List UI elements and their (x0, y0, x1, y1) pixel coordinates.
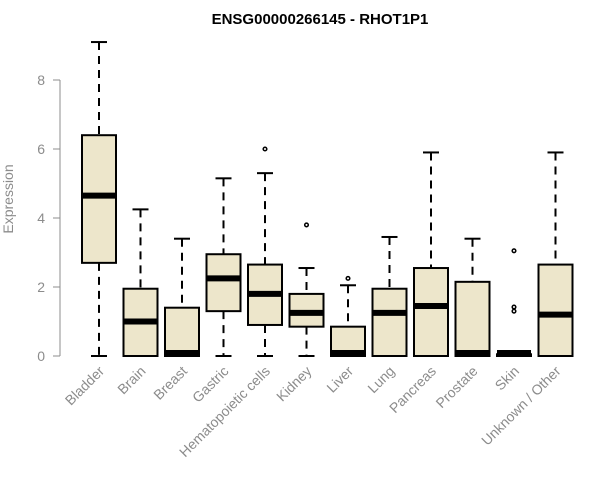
x-tick-label: Liver (323, 363, 356, 396)
box-liver (330, 275, 366, 357)
box-unknown-other (537, 151, 574, 358)
x-tick-label: Lung (364, 363, 397, 396)
box-iqr (413, 267, 449, 357)
box-iqr (164, 306, 200, 358)
outlier-point (262, 146, 268, 152)
box-iqr (205, 253, 242, 313)
y-axis: 0 2 4 6 8 (37, 72, 61, 364)
box-iqr (454, 280, 491, 358)
y-tick-label: 0 (37, 348, 45, 364)
outlier-point (511, 248, 517, 254)
outlier-point (511, 308, 517, 314)
x-tick-label: Unknown / Other (478, 363, 564, 449)
box-bladder (81, 41, 117, 357)
outlier-point (511, 304, 517, 310)
x-tick-label: Kidney (273, 363, 315, 405)
box-series (81, 41, 574, 358)
y-tick-label: 2 (37, 279, 45, 295)
outlier-point (345, 275, 351, 281)
y-tick-label: 4 (37, 210, 45, 226)
box-prostate (454, 237, 491, 358)
x-tick-label: Prostate (432, 363, 480, 411)
box-iqr (371, 287, 408, 358)
y-tick-label: 6 (37, 141, 45, 157)
x-tick-label: Bladder (62, 363, 108, 409)
box-hematopoietic-cells (247, 146, 283, 357)
x-tick-label: Breast (150, 363, 190, 403)
box-kidney (288, 222, 325, 357)
y-axis-label: Expression (0, 164, 16, 233)
box-iqr (81, 134, 117, 264)
y-tick-label: 8 (37, 72, 45, 88)
box-lung (371, 235, 408, 358)
box-iqr (537, 263, 574, 358)
x-tick-label: Brain (114, 363, 148, 397)
x-tick-label: Skin (492, 363, 523, 394)
outlier-point (303, 222, 310, 228)
box-breast (164, 237, 200, 358)
chart-title: ENSG00000266145 - RHOT1P1 (212, 11, 429, 28)
box-gastric (205, 177, 242, 357)
box-brain (122, 208, 159, 358)
box-pancreas (413, 151, 449, 357)
box-skin (496, 248, 532, 357)
